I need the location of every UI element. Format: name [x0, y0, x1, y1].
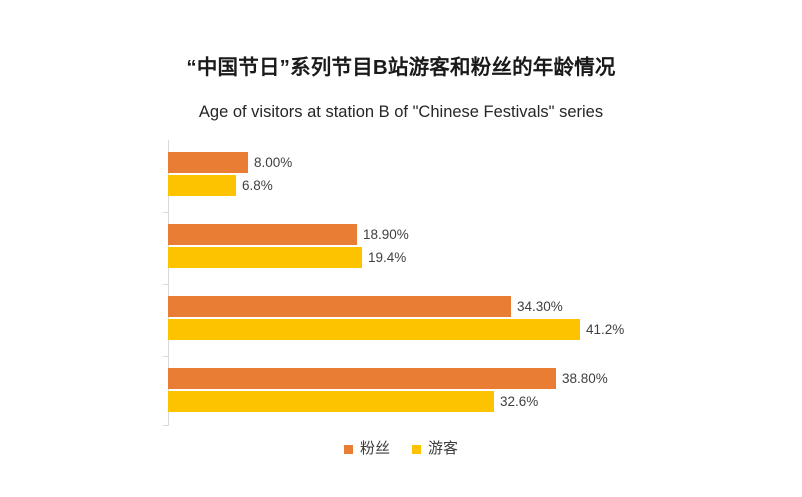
bar-value-label: 38.80%: [562, 371, 608, 386]
bar-value-label: 8.00%: [254, 155, 293, 170]
axis-tick: [163, 356, 168, 357]
chart-title: “中国节日”系列节目B站游客和粉丝的年龄情况: [186, 56, 616, 79]
bar[interactable]: [168, 296, 511, 317]
bar[interactable]: [168, 247, 362, 268]
bar-value-label: 34.30%: [517, 299, 563, 314]
y-axis-line: [168, 140, 169, 426]
bar-group: 16-25岁38.80%32.6%: [168, 368, 688, 412]
bar[interactable]: [168, 391, 494, 412]
chart-subtitle: Age of visitors at station B of "Chinese…: [198, 103, 604, 121]
title-block: “中国节日”系列节目B站游客和粉丝的年龄情况: [0, 54, 802, 82]
legend-item-fans[interactable]: 粉丝: [343, 440, 390, 458]
bar-value-label: 6.8%: [242, 178, 273, 193]
bar-value-label: 19.4%: [368, 250, 407, 265]
legend-swatch-icon: [343, 444, 353, 454]
bar-value-label: 32.6%: [500, 394, 539, 409]
axis-tick: [163, 425, 168, 426]
bar[interactable]: [168, 224, 357, 245]
bar-value-label: 18.90%: [363, 227, 409, 242]
bar-group: 0-16岁8.00%6.8%: [168, 152, 688, 196]
legend-item-visitors[interactable]: 游客: [412, 440, 458, 458]
bar-value-label: 41.2%: [586, 322, 625, 337]
legend-label-visitors: 游客: [428, 440, 459, 457]
bar-group: 40岁以上34.30%41.2%: [168, 296, 688, 340]
bar-group: 25-40岁18.90%19.4%: [168, 224, 688, 268]
bar[interactable]: [168, 368, 556, 389]
chart-legend: 粉丝 游客: [0, 440, 802, 458]
legend-swatch-icon: [412, 444, 421, 454]
axis-tick: [163, 212, 168, 213]
bar[interactable]: [168, 152, 248, 173]
plot-area: 0-16岁8.00%6.8%25-40岁18.90%19.4%40岁以上34.3…: [163, 140, 688, 426]
bar[interactable]: [168, 319, 580, 340]
bar[interactable]: [168, 175, 236, 196]
axis-tick: [163, 284, 168, 285]
legend-label-fans: 粉丝: [359, 440, 390, 457]
